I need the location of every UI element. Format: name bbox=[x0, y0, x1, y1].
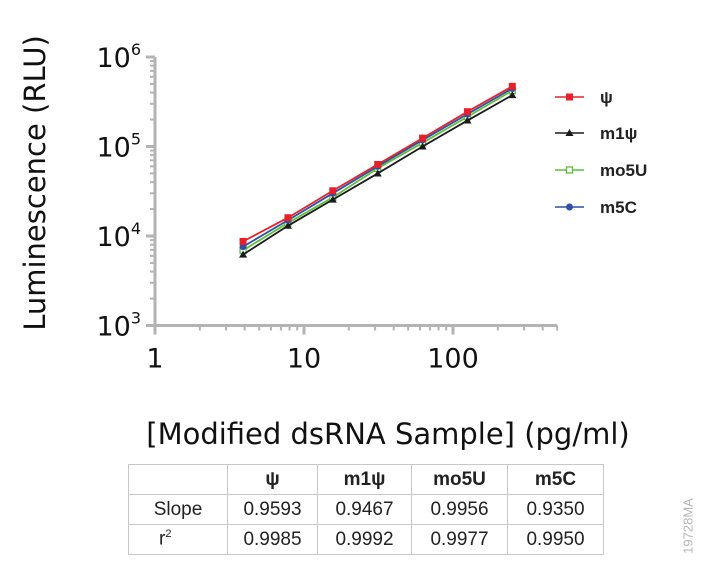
table-header-cell bbox=[128, 464, 228, 495]
data-point bbox=[463, 108, 471, 116]
series-0 bbox=[239, 82, 516, 245]
legend-item: mo5U bbox=[555, 161, 647, 180]
legend-marker bbox=[565, 129, 574, 136]
row-label: Slope bbox=[128, 494, 228, 525]
data-point bbox=[328, 195, 337, 203]
x-tick-labels: 1 10 100 bbox=[146, 344, 478, 375]
data-point bbox=[463, 116, 472, 124]
table-cell: 0.9350 bbox=[507, 494, 604, 525]
chart: 103 104 105 106 1 10 100 Luminescence (R… bbox=[18, 35, 647, 451]
legend-label: m1ψ bbox=[600, 124, 637, 143]
table-cell: 0.9977 bbox=[411, 524, 508, 555]
legend-item: ψ bbox=[555, 88, 613, 107]
legend-item: m5C bbox=[555, 198, 637, 217]
data-point bbox=[284, 214, 292, 222]
table-cell: 0.9593 bbox=[227, 494, 318, 525]
y-tick-label: 106 bbox=[96, 40, 141, 74]
row-label-text: r bbox=[159, 528, 166, 550]
y-tick-label: 105 bbox=[96, 130, 141, 164]
data-point bbox=[329, 187, 337, 195]
data-point bbox=[283, 221, 292, 229]
table-row-slope: Slope 0.9593 0.9467 0.9956 0.9350 bbox=[128, 494, 604, 525]
data-point bbox=[508, 82, 516, 90]
x-ticks bbox=[153, 325, 559, 335]
data-point bbox=[239, 237, 247, 245]
table-header-cell: m1ψ bbox=[317, 464, 412, 495]
y-tick-labels: 103 104 105 106 bbox=[96, 40, 141, 343]
figure-code-text: 19728MA bbox=[680, 498, 696, 554]
stats-table: ψ m1ψ mo5U m5C Slope 0.9593 0.9467 0.995… bbox=[128, 464, 604, 555]
row-label: r2 bbox=[128, 524, 228, 555]
legend: ψ m1ψ mo5U m5C bbox=[555, 88, 647, 217]
table-row-r2: r2 0.9985 0.9992 0.9977 0.9950 bbox=[128, 524, 604, 555]
table-cell: 0.9985 bbox=[227, 524, 318, 555]
data-point bbox=[374, 160, 382, 168]
row-label-sup: 2 bbox=[165, 528, 172, 541]
legend-label: m5C bbox=[600, 198, 637, 217]
table-header-row: ψ m1ψ mo5U m5C bbox=[128, 464, 604, 495]
table-cell: 0.9992 bbox=[317, 524, 412, 555]
table-cell: 0.9956 bbox=[411, 494, 508, 525]
data-point bbox=[508, 91, 517, 99]
legend-label: ψ bbox=[600, 88, 613, 107]
table-header-cell: m5C bbox=[507, 464, 604, 495]
data-point bbox=[239, 250, 248, 258]
x-tick-label: 10 bbox=[287, 344, 321, 375]
y-tick-label: 104 bbox=[96, 219, 141, 253]
table-header-cell: ψ bbox=[227, 464, 318, 495]
legend-label: mo5U bbox=[600, 161, 647, 180]
data-point bbox=[239, 243, 247, 251]
legend-marker bbox=[566, 203, 573, 211]
y-ticks bbox=[146, 55, 155, 327]
x-tick-label: 100 bbox=[427, 344, 479, 375]
table-cell: 0.9950 bbox=[507, 524, 604, 555]
axes bbox=[146, 55, 559, 335]
legend-marker bbox=[566, 93, 573, 101]
figure-code: 19728MA bbox=[668, 488, 708, 564]
series-layer bbox=[239, 82, 517, 258]
table-cell: 0.9467 bbox=[317, 494, 412, 525]
legend-item: m1ψ bbox=[555, 124, 637, 143]
data-point bbox=[373, 169, 382, 177]
legend-marker bbox=[565, 166, 574, 174]
table-header-cell: mo5U bbox=[411, 464, 508, 495]
y-tick-label: 103 bbox=[96, 309, 141, 343]
data-point bbox=[418, 142, 427, 150]
x-tick-label: 1 bbox=[146, 344, 163, 375]
data-point bbox=[419, 134, 427, 142]
series-1 bbox=[239, 91, 517, 258]
x-axis-title: [Modified dsRNA Sample] (pg/ml) bbox=[146, 417, 629, 451]
y-axis-title: Luminescence (RLU) bbox=[18, 35, 52, 331]
